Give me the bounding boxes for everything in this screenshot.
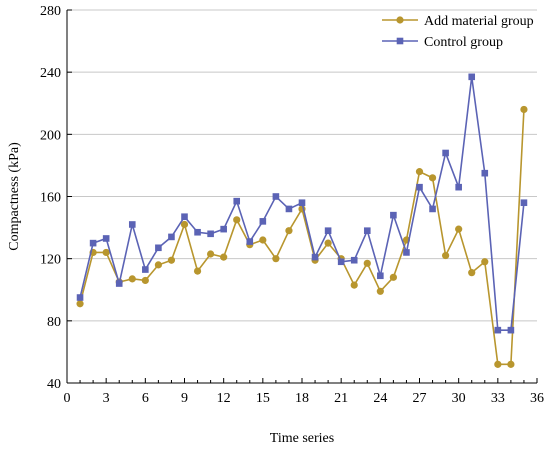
- point-add-material-11: [207, 250, 215, 258]
- point-add-material-29: [442, 251, 450, 260]
- legend-label-add-material: Add material group: [424, 14, 534, 29]
- point-control-18: [298, 199, 306, 207]
- point-add-material-8: [167, 256, 176, 264]
- x-tick-label-36: 36: [530, 391, 544, 406]
- point-control-10: [194, 228, 201, 236]
- point-add-material-27: [415, 168, 424, 176]
- grid-lines: [67, 9, 537, 322]
- point-control-33: [494, 326, 502, 334]
- point-add-material-33: [494, 360, 502, 368]
- point-control-5: [128, 221, 136, 228]
- point-control-34: [507, 326, 515, 334]
- point-control-35: [520, 199, 528, 207]
- series-control: [76, 73, 528, 334]
- point-add-material-3: [102, 248, 110, 257]
- point-control-19: [311, 253, 319, 261]
- axes: [66, 9, 538, 384]
- point-add-material-31: [468, 269, 476, 277]
- point-control-24: [377, 272, 384, 280]
- point-control-11: [207, 230, 214, 238]
- point-add-material-10: [193, 267, 202, 275]
- point-control-3: [102, 235, 110, 242]
- point-control-8: [168, 233, 175, 241]
- legend-marker-add-material: [396, 16, 404, 24]
- point-control-30: [455, 183, 462, 191]
- point-control-7: [155, 244, 162, 252]
- point-control-13: [233, 197, 241, 205]
- series-add-material: [76, 105, 528, 368]
- point-add-material-17: [285, 227, 293, 235]
- y-tick-label-280: 280: [40, 4, 61, 19]
- point-add-material-6: [141, 276, 149, 285]
- x-tick-label-27: 27: [413, 391, 427, 406]
- point-control-26: [403, 249, 410, 256]
- point-add-material-7: [154, 261, 162, 269]
- y-tick-label-80: 80: [47, 315, 61, 330]
- y-tick-label-120: 120: [40, 253, 61, 268]
- point-control-4: [115, 280, 123, 287]
- y-tick-label-160: 160: [40, 191, 61, 206]
- point-add-material-22: [350, 281, 358, 289]
- point-control-6: [142, 266, 149, 273]
- point-add-material-9: [180, 220, 189, 229]
- point-add-material-34: [507, 360, 515, 368]
- point-control-14: [246, 238, 254, 245]
- point-control-22: [350, 256, 358, 264]
- point-control-29: [442, 149, 449, 157]
- point-control-12: [220, 225, 227, 233]
- x-tick-label-12: 12: [217, 391, 231, 406]
- legend: Add material group Control group: [382, 14, 534, 50]
- point-add-material-28: [428, 174, 437, 182]
- y-tick-label-240: 240: [40, 66, 61, 81]
- point-add-material-15: [259, 236, 267, 244]
- point-add-material-20: [324, 239, 332, 247]
- point-add-material-13: [233, 216, 241, 224]
- series-layer: [76, 73, 528, 368]
- point-add-material-12: [220, 253, 228, 261]
- series-line-add-material: [79, 109, 525, 366]
- point-control-21: [337, 258, 345, 266]
- x-tick-label-33: 33: [491, 391, 505, 406]
- point-control-20: [324, 227, 332, 234]
- x-tick-label-21: 21: [334, 391, 348, 406]
- x-axis-title: Time series: [270, 431, 334, 446]
- point-control-32: [481, 169, 489, 177]
- y-tick-label-200: 200: [40, 128, 61, 143]
- point-control-25: [390, 211, 397, 219]
- point-control-1: [76, 294, 84, 301]
- point-control-9: [181, 213, 188, 221]
- x-tick-label-15: 15: [256, 391, 270, 406]
- legend-marker-control: [396, 37, 404, 45]
- x-tick-label-18: 18: [295, 391, 309, 406]
- legend-label-control: Control group: [424, 35, 503, 50]
- y-tick-label-40: 40: [47, 377, 61, 392]
- point-control-16: [272, 193, 280, 200]
- point-control-23: [363, 227, 371, 234]
- point-control-15: [259, 218, 267, 225]
- point-add-material-1: [76, 300, 84, 308]
- x-tick-label-9: 9: [181, 391, 188, 406]
- point-control-17: [285, 205, 293, 213]
- point-add-material-5: [128, 275, 136, 283]
- x-tick-label-24: 24: [373, 391, 387, 406]
- tick-labels: 0 3 6 9 12 15 18 21 24 27 30 33 36408012016020024028…: [40, 4, 544, 406]
- point-control-28: [429, 205, 436, 213]
- point-add-material-32: [481, 258, 489, 266]
- point-add-material-16: [272, 255, 280, 263]
- point-add-material-25: [389, 273, 397, 281]
- y-axis-title: Compactness (kPa): [7, 142, 22, 251]
- x-tick-label-30: 30: [452, 391, 466, 406]
- point-control-27: [416, 183, 423, 191]
- point-control-2: [89, 239, 97, 247]
- point-add-material-24: [376, 287, 384, 295]
- point-add-material-23: [363, 259, 371, 267]
- point-add-material-35: [520, 105, 528, 114]
- point-control-31: [468, 73, 476, 81]
- point-add-material-30: [455, 225, 463, 233]
- x-tick-label-3: 3: [103, 391, 110, 406]
- x-tick-label-6: 6: [142, 391, 149, 406]
- x-tick-label-0: 0: [64, 391, 71, 406]
